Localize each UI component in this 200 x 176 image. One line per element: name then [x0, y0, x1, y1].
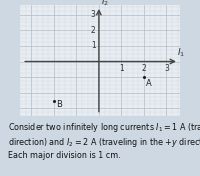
Text: 3: 3 [164, 64, 169, 73]
Text: 2: 2 [91, 26, 95, 35]
Text: B: B [56, 100, 62, 109]
Text: A: A [146, 79, 151, 89]
Text: Consider two infinitely long currents $I_1 = 1$ A (traveling in the $+x$
directi: Consider two infinitely long currents $I… [8, 121, 200, 160]
Text: 1: 1 [119, 64, 124, 73]
Text: $I_1$: $I_1$ [177, 47, 185, 59]
Text: $I_2$: $I_2$ [101, 0, 109, 8]
Text: 3: 3 [91, 10, 95, 19]
Text: 2: 2 [142, 64, 146, 73]
Text: 1: 1 [91, 41, 95, 50]
